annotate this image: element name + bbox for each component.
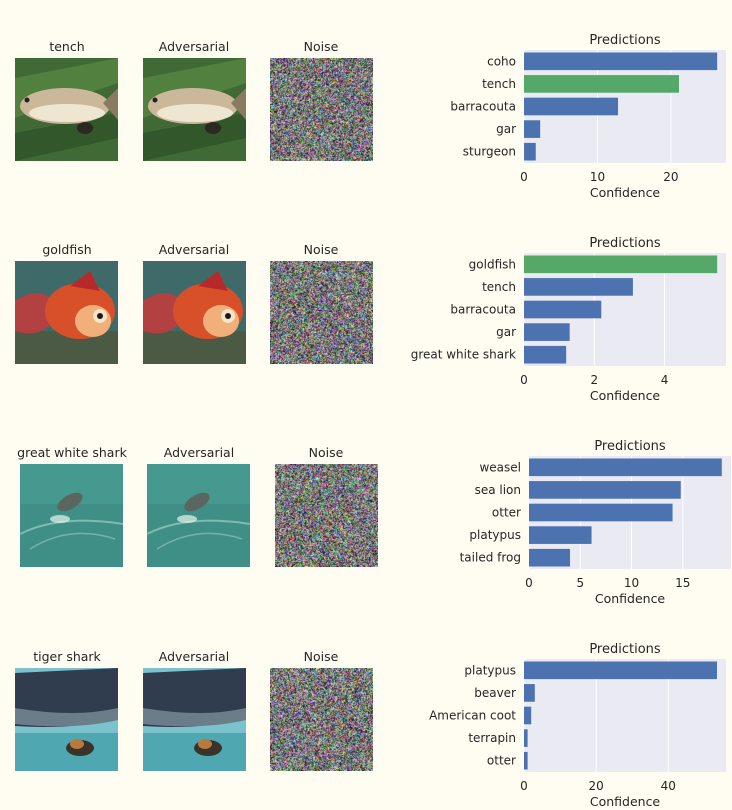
original-title: tench: [49, 39, 85, 54]
x-tick-label: 20: [663, 170, 678, 184]
y-tick-label: platypus: [469, 528, 521, 542]
bar: [529, 503, 673, 522]
adversarial-title: Adversarial: [158, 39, 230, 54]
plot-area: [524, 659, 726, 772]
chart-title: Predictions: [589, 236, 661, 251]
bar: [529, 526, 592, 544]
x-tick-label: 20: [589, 779, 604, 793]
y-tick-label: tench: [482, 280, 516, 294]
noise-image: [275, 464, 378, 567]
chart-title: Predictions: [589, 33, 661, 48]
y-tick-label: American coot: [429, 709, 516, 723]
y-tick-label: terrapin: [468, 731, 516, 745]
y-tick-label: barracouta: [450, 303, 516, 317]
bar: [524, 142, 536, 161]
y-tick-label: sturgeon: [463, 145, 516, 159]
adversarial-image: [143, 58, 246, 161]
x-axis-label: Confidence: [595, 591, 666, 606]
y-tick-label: otter: [487, 754, 516, 768]
bar: [524, 120, 541, 138]
bar: [529, 548, 571, 567]
adversarial-image: [143, 261, 246, 364]
original-title: great white shark: [17, 445, 127, 460]
y-tick-label: gar: [496, 325, 516, 339]
noise-title: Noise: [303, 649, 339, 664]
x-tick-label: 4: [661, 373, 669, 387]
bar: [529, 458, 722, 477]
noise-image: [270, 668, 373, 771]
y-tick-label: gar: [496, 122, 516, 136]
original-title: goldfish: [42, 242, 92, 257]
original-title: tiger shark: [33, 649, 101, 664]
x-tick-label: 40: [661, 779, 676, 793]
bar: [524, 52, 718, 71]
bar: [524, 729, 528, 747]
x-tick-label: 10: [624, 576, 639, 590]
bar: [529, 481, 681, 499]
bar: [524, 661, 717, 680]
adversarial-image: [147, 464, 250, 567]
y-tick-label: weasel: [479, 460, 521, 474]
noise-image: [270, 261, 373, 364]
original-image: [15, 668, 118, 771]
bar: [524, 75, 679, 93]
noise-title: Noise: [303, 39, 339, 54]
y-tick-label: barracouta: [450, 100, 516, 114]
original-image: [15, 58, 118, 161]
noise-image: [270, 58, 373, 161]
bar: [524, 684, 535, 702]
x-tick-label: 0: [520, 779, 528, 793]
noise-title: Noise: [308, 445, 344, 460]
bar: [524, 751, 528, 770]
y-tick-label: great white shark: [411, 348, 516, 362]
x-tick-label: 2: [590, 373, 598, 387]
chart-title: Predictions: [589, 642, 661, 657]
bar: [524, 97, 619, 116]
original-image: [15, 261, 118, 364]
original-image: [20, 464, 123, 567]
plot-area: [524, 50, 726, 163]
adversarial-image: [143, 668, 246, 771]
x-axis-label: Confidence: [590, 388, 661, 403]
bar: [524, 323, 570, 341]
bar: [524, 706, 532, 725]
x-axis-label: Confidence: [590, 794, 661, 809]
x-tick-label: 15: [675, 576, 690, 590]
x-tick-label: 0: [520, 170, 528, 184]
x-tick-label: 0: [525, 576, 533, 590]
x-tick-label: 10: [590, 170, 605, 184]
x-tick-label: 5: [576, 576, 584, 590]
chart-title: Predictions: [594, 439, 666, 454]
plot-area: [529, 456, 731, 569]
y-tick-label: tailed frog: [460, 551, 521, 565]
adversarial-title: Adversarial: [163, 445, 235, 460]
y-tick-label: goldfish: [469, 257, 516, 271]
bar: [524, 345, 567, 364]
y-tick-label: otter: [492, 506, 521, 520]
y-tick-label: tench: [482, 77, 516, 91]
adversarial-title: Adversarial: [158, 242, 230, 257]
adversarial-title: Adversarial: [158, 649, 230, 664]
x-tick-label: 0: [520, 373, 528, 387]
bar: [524, 278, 633, 296]
y-tick-label: coho: [487, 54, 516, 68]
noise-title: Noise: [303, 242, 339, 257]
bar: [524, 255, 718, 274]
y-tick-label: beaver: [474, 686, 516, 700]
plot-area: [524, 253, 726, 366]
y-tick-label: platypus: [464, 663, 516, 677]
x-axis-label: Confidence: [590, 185, 661, 200]
y-tick-label: sea lion: [475, 483, 521, 497]
bar: [524, 300, 602, 319]
